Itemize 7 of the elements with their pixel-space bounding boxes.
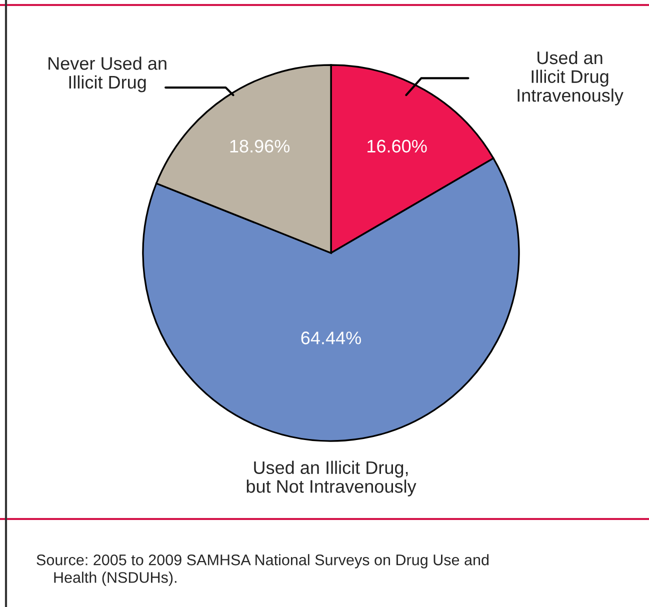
slice-label: Used an Illicit Drug, but Not Intravenously [246,460,416,496]
data-label: 18.96% [230,140,290,153]
source-note: Source: 2005 to 2009 SAMHSA National Surveys on Drug Use and Health (NSDUHs). [36,554,489,586]
data-label: 64.44% [301,332,361,344]
slice-label: Used an Illicit Drug Intravenously [518,50,624,106]
data-label: 16.60% [368,140,427,153]
slice-label: Never Used an Illicit Drug [48,56,166,92]
